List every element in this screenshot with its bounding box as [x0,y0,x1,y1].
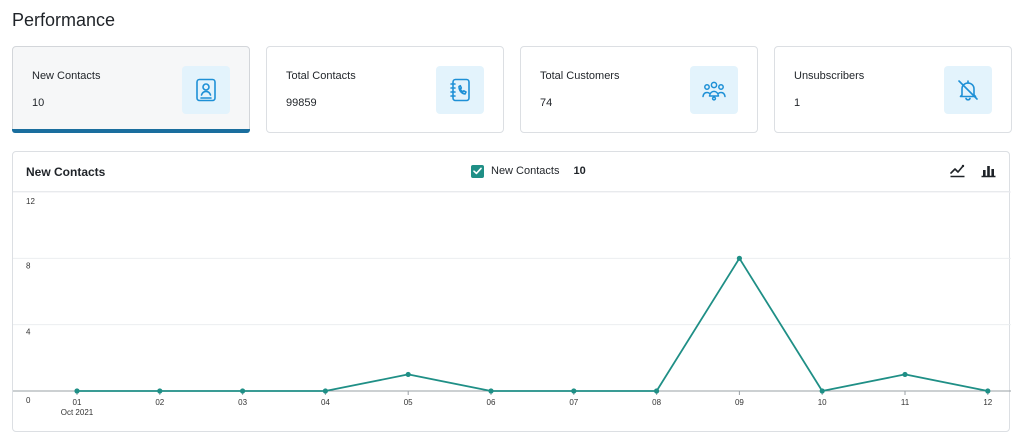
data-point [654,388,660,394]
card-unsubscribers[interactable]: Unsubscribers 1 [774,46,1012,133]
data-point [405,371,411,378]
card-label: Total Contacts [286,70,356,82]
chart-title: New Contacts [26,165,106,179]
x-tick-label: 04 [321,398,330,407]
x-tick-label: 03 [238,398,247,407]
card-label: New Contacts [32,70,101,82]
data-point [571,388,577,394]
stat-cards: New Contacts 10 Total Contacts 99859 [12,46,1012,134]
x-tick-label: 07 [569,398,578,407]
data-point [488,388,494,394]
line-chart-icon [949,164,964,178]
legend-checkbox[interactable] [471,164,484,178]
y-tick-label: 0 [26,396,31,405]
card-value: 99859 [286,97,317,109]
y-tick-label: 4 [26,328,31,337]
x-tick-label: 05 [404,398,413,407]
chart-legend: New Contacts 10 [471,164,586,178]
contact-book-icon [182,66,230,114]
data-point [157,388,163,394]
card-value: 10 [32,97,45,109]
y-tick-label: 8 [26,261,31,270]
x-tick-label: 02 [155,398,164,407]
card-new-contacts[interactable]: New Contacts 10 [12,46,250,133]
bell-off-icon [944,66,992,114]
x-tick-label: 11 [901,398,910,407]
data-point [736,255,743,261]
check-icon [473,167,482,175]
bar-chart-button[interactable] [979,162,997,180]
data-point [74,388,80,394]
page-title: Performance [12,10,116,30]
chart-panel: New Contacts New Contacts 10 0 4 8 12 01 02 03… [12,151,1011,432]
line-chart-button[interactable] [948,162,966,180]
x-sublabel: Oct 2021 [61,408,94,417]
card-value: 1 [794,97,801,109]
x-tick-label: 10 [818,398,827,407]
legend-value: 10 [573,165,586,177]
x-tick-label: 01 [73,398,82,407]
x-tick-label: 06 [487,398,496,407]
data-point [240,388,246,394]
card-total-contacts[interactable]: Total Contacts 99859 [266,46,504,133]
card-label: Unsubscribers [794,70,865,82]
data-point [322,388,328,394]
card-total-customers[interactable]: Total Customers 74 [520,46,758,133]
series-line [77,257,988,392]
legend-label: New Contacts [491,165,560,177]
card-label: Total Customers [540,70,620,82]
phone-book-icon [436,66,484,114]
x-tick-label: 09 [735,398,744,407]
data-point [902,371,908,378]
data-point [819,388,825,394]
x-tick-label: 08 [652,398,661,407]
card-value: 74 [540,97,553,109]
x-tick-label: 12 [983,398,992,407]
bar-chart-icon [981,166,995,178]
y-tick-label: 12 [26,197,35,206]
data-point [985,388,991,394]
group-icon [690,66,738,114]
